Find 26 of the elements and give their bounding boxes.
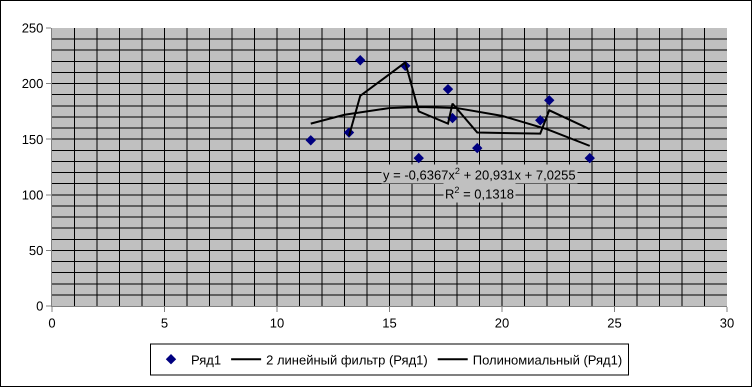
point: [355, 55, 366, 66]
y-tick-label: 200: [22, 76, 44, 92]
point: [535, 115, 546, 126]
annotation: y = -0,6367x$^{2}$ + 20,931x + 7,0255: [383, 166, 576, 182]
x-tick-label: 20: [494, 316, 510, 331]
point: [544, 95, 554, 106]
y-tick-label: 50: [28, 242, 44, 258]
point: [584, 152, 595, 164]
point: [442, 84, 454, 94]
legend-label: Полиномиальный (Ряд1): [472, 352, 622, 368]
x-tick-label: 25: [607, 316, 622, 331]
y-tick-label: 0: [36, 298, 44, 314]
x-tick-label: 30: [720, 316, 734, 331]
x-tick-label: 15: [382, 316, 397, 331]
x-tick-label: 0: [48, 316, 56, 331]
y-tick-label: 250: [22, 20, 44, 36]
legend-label: 2 линейный фильтр (Ряд1): [266, 352, 428, 368]
y-tick-label: 100: [22, 187, 44, 202]
legend-label: Ряд1: [191, 352, 222, 368]
x-tick-label: 10: [270, 316, 284, 331]
x-tick-label: 5: [160, 316, 168, 331]
annotation: R$^{2}$ = 0,1318: [445, 185, 514, 202]
point: [414, 152, 424, 164]
point: [306, 135, 316, 146]
y-tick-label: 150: [22, 132, 44, 147]
point: [472, 142, 482, 154]
